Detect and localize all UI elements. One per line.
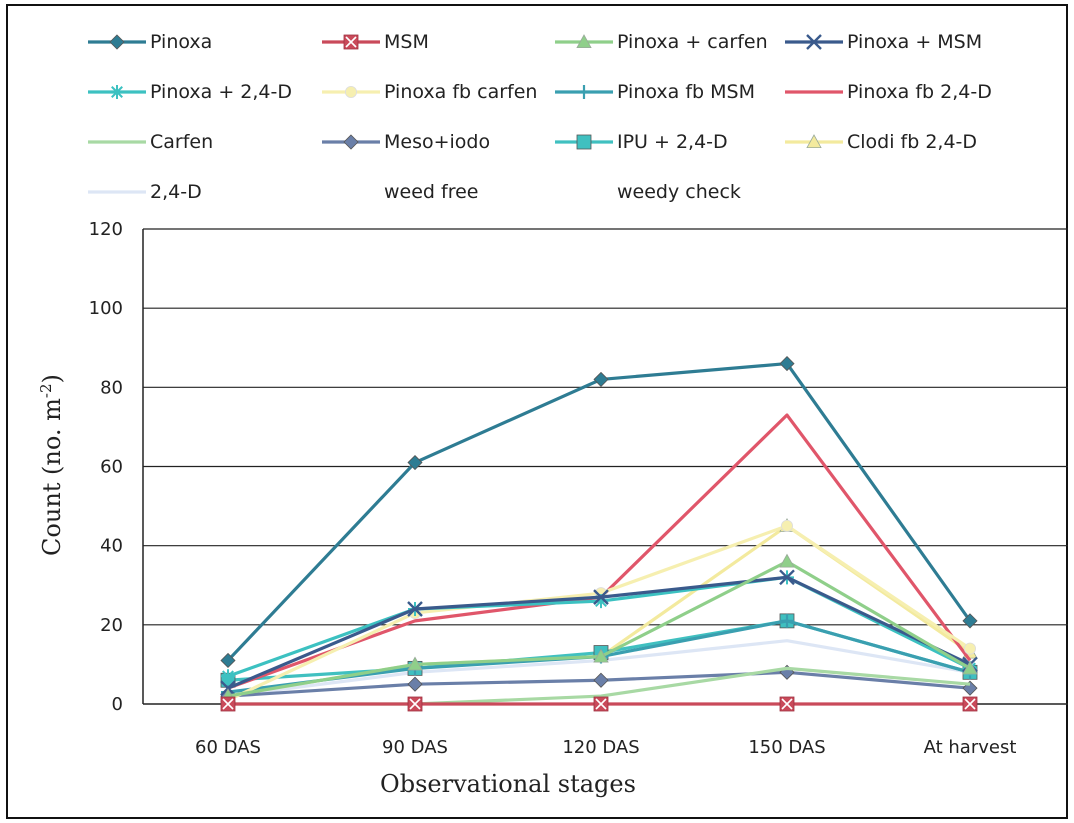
legend-label: Pinoxa + 2,4-D	[150, 81, 292, 103]
legend-item: Carfen	[88, 131, 213, 153]
y-tick-label: 80	[100, 377, 123, 398]
legend-label: Carfen	[150, 131, 213, 153]
legend-label: Clodi fb 2,4-D	[847, 131, 977, 153]
legend-label: 2,4-D	[150, 181, 202, 203]
data-point	[593, 696, 609, 712]
x-tick-label: At harvest	[924, 737, 1017, 758]
legend-swatch-marker	[343, 134, 359, 150]
y-tick-label: 40	[100, 536, 123, 557]
legend-item: Pinoxa + MSM	[785, 31, 982, 53]
data-point	[779, 569, 795, 586]
y-tick-label: 20	[100, 615, 123, 636]
legend-label: weed free	[384, 181, 478, 203]
legend-swatch-marker	[343, 34, 359, 50]
legend-item: Pinoxa	[88, 31, 212, 53]
legend-item: Clodi fb 2,4-D	[785, 131, 977, 153]
legend-item: Meso+iodo	[322, 131, 490, 153]
legend-swatch-marker	[109, 34, 125, 50]
x-tick-label: 150 DAS	[748, 737, 825, 758]
legend-item: Pinoxa fb MSM	[555, 81, 755, 103]
legend-item: 2,4-D	[88, 181, 202, 203]
data-point	[780, 613, 794, 628]
legend-label: Pinoxa fb MSM	[617, 81, 755, 103]
data-point	[407, 696, 423, 712]
series-1	[220, 696, 978, 712]
data-point	[407, 601, 423, 617]
data-point	[593, 589, 609, 605]
legend-item: IPU + 2,4-D	[555, 131, 728, 153]
data-point	[962, 660, 978, 675]
legend-label: Pinoxa fb carfen	[384, 81, 537, 103]
legend-item: Pinoxa fb 2,4-D	[785, 81, 992, 103]
legend-item: MSM	[322, 31, 429, 53]
legend-label: MSM	[384, 31, 429, 53]
data-point	[593, 648, 609, 663]
data-point	[779, 696, 795, 712]
data-point	[962, 696, 978, 712]
grid-lines	[143, 228, 1068, 626]
legend-label: Pinoxa	[150, 31, 212, 53]
legend-swatch-marker	[576, 34, 592, 48]
series-0	[220, 356, 978, 669]
legend: Pinoxa MSM Pinoxa + carfen Pinoxa + MSM Pino…	[88, 31, 992, 203]
data-point	[779, 553, 795, 568]
x-tick-label: 60 DAS	[195, 737, 261, 758]
legend-item: weed free	[322, 181, 478, 203]
legend-swatch-marker	[577, 85, 591, 99]
legend-swatch-marker	[806, 134, 822, 149]
data-point	[781, 519, 794, 532]
legend-label: Meso+iodo	[384, 131, 490, 153]
legend-swatch-marker	[110, 85, 124, 99]
axes: 0 20 40 60 80 100 120 60 DAS 90 DAS 120 DAS 150 DA…	[89, 219, 1068, 758]
data-point	[593, 672, 609, 688]
legend-label: Pinoxa + MSM	[847, 31, 982, 53]
y-tick-label: 100	[89, 298, 123, 319]
y-axis-title-end: )	[38, 374, 66, 383]
data-point	[221, 669, 235, 684]
legend-swatch-marker	[806, 34, 822, 50]
y-axis-title-main: Count (no. m	[38, 398, 66, 556]
legend-item: Pinoxa + 2,4-D	[88, 81, 292, 103]
legend-label: weedy check	[617, 181, 741, 203]
legend-item: Pinoxa + carfen	[555, 31, 768, 53]
x-tick-label: 120 DAS	[562, 737, 639, 758]
data-point	[594, 594, 608, 609]
legend-item: weedy check	[555, 181, 741, 203]
x-axis-title: Observational stages	[380, 770, 636, 798]
y-axis-title: Count (no. m-2)	[37, 374, 66, 556]
series-group	[220, 356, 978, 712]
legend-item: Pinoxa fb carfen	[322, 81, 537, 103]
legend-label: IPU + 2,4-D	[617, 131, 728, 153]
x-tick-label: 90 DAS	[382, 737, 448, 758]
data-point	[593, 371, 609, 387]
data-point	[220, 696, 236, 712]
legend-label: Pinoxa fb 2,4-D	[847, 81, 992, 103]
data-point	[220, 680, 236, 697]
data-point	[407, 454, 423, 471]
data-point	[407, 656, 423, 671]
legend-label: Pinoxa + carfen	[617, 31, 768, 53]
data-point	[779, 356, 795, 372]
y-axis-title-sup: -2	[37, 383, 55, 398]
series-4	[221, 570, 977, 684]
data-point	[220, 652, 236, 669]
data-point	[962, 613, 978, 629]
data-point	[964, 642, 977, 655]
y-tick-label: 120	[89, 219, 123, 240]
legend-swatch-marker	[576, 134, 592, 150]
legend-swatch-marker	[344, 86, 357, 99]
y-tick-label: 0	[112, 694, 123, 715]
y-tick-label: 60	[100, 457, 123, 478]
series-2	[220, 553, 978, 703]
data-point	[407, 676, 423, 692]
